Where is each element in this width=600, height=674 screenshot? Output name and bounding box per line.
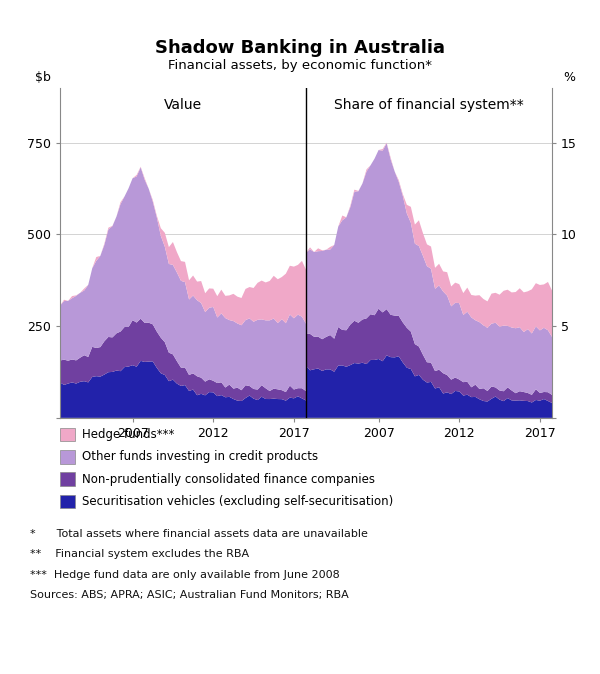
Text: ***  Hedge fund data are only available from June 2008: *** Hedge fund data are only available f… <box>30 570 340 580</box>
Text: Value: Value <box>164 98 202 111</box>
Text: *      Total assets where financial assets data are unavailable: * Total assets where financial assets da… <box>30 529 368 539</box>
Text: Financial assets, by economic function*: Financial assets, by economic function* <box>168 59 432 72</box>
Text: Sources: ABS; APRA; ASIC; Australian Fund Monitors; RBA: Sources: ABS; APRA; ASIC; Australian Fun… <box>30 590 349 600</box>
Text: %: % <box>563 71 575 84</box>
Text: **    Financial system excludes the RBA: ** Financial system excludes the RBA <box>30 549 249 559</box>
Text: $b: $b <box>35 71 51 84</box>
Text: Shadow Banking in Australia: Shadow Banking in Australia <box>155 39 445 57</box>
Text: Hedge funds***: Hedge funds*** <box>82 428 175 441</box>
Text: Non-prudentially consolidated finance companies: Non-prudentially consolidated finance co… <box>82 472 375 486</box>
Text: Share of financial system**: Share of financial system** <box>334 98 524 111</box>
Text: Securitisation vehicles (excluding self-securitisation): Securitisation vehicles (excluding self-… <box>82 495 394 508</box>
Text: Other funds investing in credit products: Other funds investing in credit products <box>82 450 319 464</box>
